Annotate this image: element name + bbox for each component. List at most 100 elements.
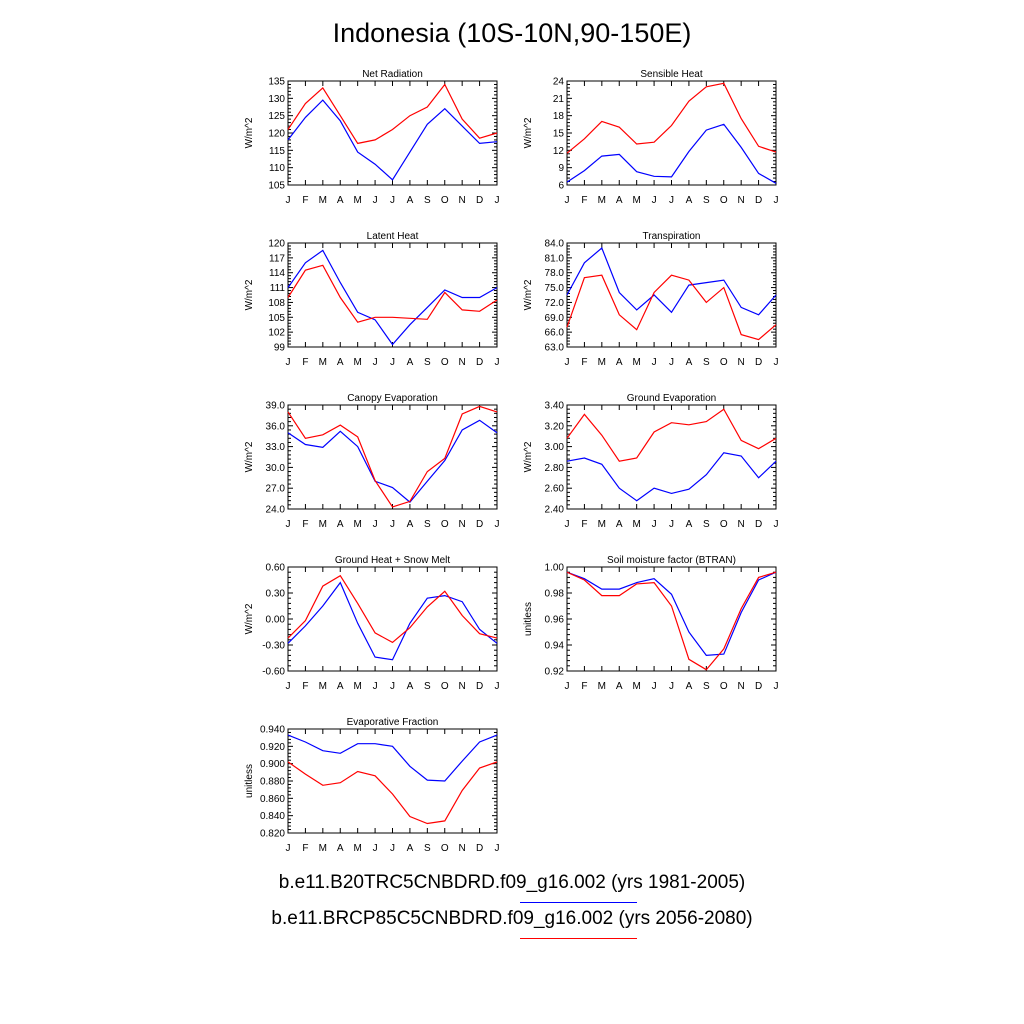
y-tick-label: 120 <box>268 239 285 250</box>
x-tick-label: J <box>495 357 500 368</box>
y-tick-label: 15 <box>553 129 565 140</box>
y-axis-label: W/m^2 <box>523 441 534 472</box>
y-tick-label: 9 <box>558 163 564 174</box>
x-tick-label: O <box>720 195 728 206</box>
x-tick-label: A <box>686 195 693 206</box>
x-tick-label: D <box>755 681 762 692</box>
y-tick-label: 0.00 <box>266 615 286 626</box>
x-tick-label: F <box>302 843 308 854</box>
chart-title: Soil moisture factor (BTRAN) <box>607 555 736 566</box>
y-tick-label: 0.880 <box>260 777 285 788</box>
x-tick-label: S <box>424 357 431 368</box>
series-line-0 <box>287 419 498 503</box>
series-line-1 <box>287 574 498 644</box>
x-tick-label: N <box>459 195 466 206</box>
x-tick-label: A <box>686 519 693 530</box>
x-tick-label: J <box>390 681 395 692</box>
x-tick-label: M <box>632 519 640 530</box>
plot-frame <box>566 80 777 186</box>
x-tick-label: N <box>738 519 745 530</box>
x-tick-label: S <box>703 195 710 206</box>
x-tick-label: D <box>755 519 762 530</box>
x-tick-label: A <box>337 519 344 530</box>
x-tick-label: J <box>286 843 291 854</box>
series-line-1 <box>566 274 777 341</box>
x-tick-label: N <box>738 681 745 692</box>
series-line-1 <box>287 83 498 145</box>
y-tick-label: 24 <box>553 77 565 88</box>
y-tick-label: 33.0 <box>266 442 286 453</box>
y-tick-label: 39.0 <box>266 401 286 412</box>
x-tick-label: M <box>598 357 606 368</box>
x-tick-label: J <box>774 357 779 368</box>
y-axis-label: W/m^2 <box>523 279 534 310</box>
x-tick-label: A <box>686 357 693 368</box>
y-axis-label: W/m^2 <box>523 117 534 148</box>
x-tick-label: M <box>632 357 640 368</box>
x-tick-label: J <box>390 519 395 530</box>
x-tick-label: J <box>669 519 674 530</box>
x-tick-label: A <box>337 357 344 368</box>
x-tick-label: O <box>720 519 728 530</box>
x-tick-label: M <box>353 195 361 206</box>
y-tick-label: 0.98 <box>545 589 565 600</box>
x-tick-label: J <box>373 195 378 206</box>
series-line-1 <box>287 761 498 825</box>
x-tick-label: J <box>652 519 657 530</box>
y-tick-label: 21 <box>553 94 565 105</box>
x-tick-label: D <box>476 681 483 692</box>
y-tick-label: 0.900 <box>260 759 285 770</box>
x-tick-label: J <box>669 357 674 368</box>
x-tick-label: A <box>407 195 414 206</box>
y-tick-label: 78.0 <box>545 268 565 279</box>
plot-frame <box>287 242 498 348</box>
y-tick-label: 24.0 <box>266 505 286 516</box>
chart-title: Evaporative Fraction <box>347 717 439 728</box>
x-tick-label: J <box>390 843 395 854</box>
x-tick-label: S <box>424 843 431 854</box>
x-tick-label: J <box>565 519 570 530</box>
page-title: Indonesia (10S-10N,90-150E) <box>332 18 692 48</box>
y-tick-label: 120 <box>268 129 285 140</box>
y-tick-label: 2.60 <box>545 484 565 495</box>
x-tick-label: M <box>632 681 640 692</box>
chart-title: Ground Evaporation <box>627 393 717 404</box>
legend-swatch-historical <box>520 902 637 903</box>
x-tick-label: J <box>286 357 291 368</box>
x-tick-label: O <box>441 195 449 206</box>
series-line-1 <box>287 405 498 508</box>
x-tick-label: A <box>616 681 623 692</box>
x-tick-label: A <box>337 195 344 206</box>
series-line-0 <box>287 581 498 661</box>
x-tick-label: M <box>319 195 327 206</box>
x-tick-label: S <box>703 357 710 368</box>
y-tick-label: -0.30 <box>262 641 285 652</box>
x-tick-label: J <box>373 681 378 692</box>
x-tick-label: A <box>616 195 623 206</box>
y-tick-label: 117 <box>269 253 285 264</box>
y-tick-label: 0.860 <box>260 794 285 805</box>
y-tick-label: 114 <box>269 268 285 279</box>
y-tick-label: 102 <box>268 328 285 339</box>
x-tick-label: A <box>616 519 623 530</box>
x-tick-label: F <box>302 195 308 206</box>
x-tick-label: F <box>302 357 308 368</box>
x-tick-label: S <box>703 519 710 530</box>
x-tick-label: J <box>774 519 779 530</box>
x-tick-label: F <box>581 357 587 368</box>
x-tick-label: J <box>774 195 779 206</box>
x-tick-label: J <box>495 843 500 854</box>
series-line-1 <box>287 264 498 323</box>
y-tick-label: 1.00 <box>545 563 565 574</box>
x-tick-label: J <box>669 195 674 206</box>
x-tick-label: J <box>390 357 395 368</box>
x-tick-label: J <box>373 843 378 854</box>
y-tick-label: 36.0 <box>266 421 286 432</box>
chart-title: Ground Heat + Snow Melt <box>335 555 451 566</box>
x-tick-label: S <box>424 195 431 206</box>
x-tick-label: O <box>441 681 449 692</box>
plot-frame <box>566 242 777 348</box>
